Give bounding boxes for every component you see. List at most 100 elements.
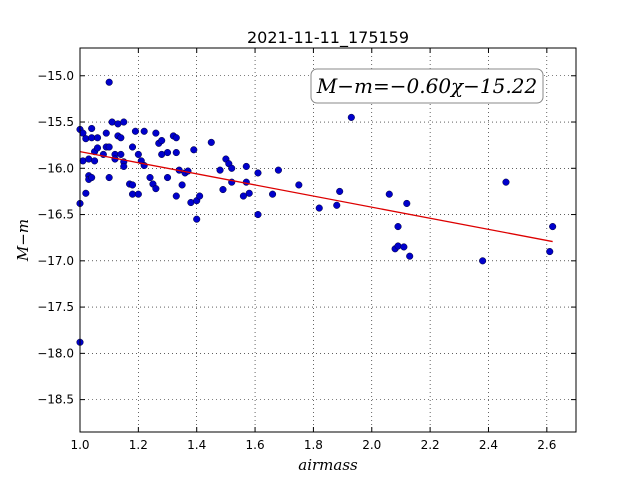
annotation-box — [310, 68, 544, 104]
data-point — [336, 187, 344, 195]
x-tick-label: 2.0 — [362, 438, 381, 452]
data-point — [207, 138, 215, 146]
data-point — [140, 127, 148, 135]
data-point — [254, 169, 262, 177]
data-point — [385, 190, 393, 198]
data-point — [152, 185, 160, 193]
x-tick-label: 2.6 — [537, 438, 556, 452]
y-tick-label: −17.5 — [37, 300, 74, 314]
data-point — [295, 181, 303, 189]
x-tick-label: 1.6 — [246, 438, 265, 452]
data-point — [187, 198, 195, 207]
data-point — [82, 189, 90, 197]
data-point — [134, 150, 142, 158]
y-axis-ticks: −15.0 −15.5 −16.0 −16.5 −17.0 −17.5 −18.0 −18.5 — [37, 69, 576, 407]
data-point — [163, 173, 172, 182]
data-point — [274, 166, 282, 174]
x-tick-label: 1.2 — [129, 438, 148, 452]
data-point — [102, 129, 110, 137]
plot-area — [80, 48, 576, 432]
y-tick-label: −18.0 — [37, 346, 74, 360]
data-point — [549, 223, 557, 231]
data-point — [85, 155, 93, 163]
data-point — [128, 181, 137, 189]
data-point — [190, 146, 198, 154]
data-point — [128, 143, 137, 151]
data-point — [152, 129, 160, 137]
data-point — [108, 118, 116, 126]
data-point — [184, 167, 192, 175]
data-point — [82, 135, 90, 143]
data-point — [105, 78, 113, 86]
data-point — [502, 178, 510, 186]
data-point — [117, 134, 125, 142]
data-points — [76, 78, 557, 346]
data-point — [196, 192, 204, 200]
data-point — [239, 192, 247, 200]
data-point — [146, 173, 154, 182]
data-point — [105, 143, 113, 151]
data-point — [178, 181, 186, 189]
data-point — [228, 164, 236, 172]
fit-equation: M−m=−0.60χ−15.22 — [316, 74, 537, 98]
x-axis-ticks: 1.0 1.2 1.4 1.6 1.8 2.0 2.2 2.4 2.6 — [70, 48, 556, 452]
y-tick-label: −16.5 — [37, 208, 74, 222]
data-point — [88, 124, 96, 133]
x-tick-label: 1.0 — [70, 438, 89, 452]
data-point — [546, 248, 554, 256]
data-point — [394, 223, 402, 231]
data-point — [158, 136, 166, 145]
data-point — [315, 204, 323, 212]
data-point — [242, 162, 250, 170]
data-point — [193, 215, 201, 223]
data-point — [91, 157, 99, 165]
y-tick-label: −15.5 — [37, 115, 74, 129]
data-point — [88, 173, 96, 182]
data-point — [406, 252, 414, 260]
data-point — [131, 127, 139, 135]
data-point — [105, 173, 113, 182]
data-point — [219, 186, 227, 194]
data-point — [120, 118, 128, 126]
data-point — [163, 149, 172, 157]
data-point — [172, 192, 180, 200]
data-point — [333, 201, 341, 209]
data-point — [117, 150, 125, 158]
data-point — [79, 157, 87, 165]
data-point — [479, 257, 487, 265]
y-tick-label: −18.5 — [37, 393, 74, 407]
y-axis-label: M−m — [14, 219, 32, 262]
fit-line — [79, 150, 553, 243]
data-point — [114, 120, 122, 128]
chart-title: 2021-11-11_175159 — [247, 28, 409, 48]
plot-frame — [79, 47, 577, 433]
data-point — [158, 150, 166, 158]
y-tick-label: −16.0 — [37, 161, 74, 175]
fit-annotation: M−m=−0.60χ−15.22 — [310, 68, 544, 104]
data-point — [172, 149, 180, 157]
data-point — [394, 242, 402, 250]
data-point — [93, 144, 102, 152]
data-point — [172, 134, 180, 142]
grid-lines — [79, 48, 576, 432]
data-point — [134, 190, 142, 198]
x-axis-label: airmass — [298, 456, 358, 474]
data-point — [93, 134, 102, 142]
x-tick-label: 2.4 — [479, 438, 498, 452]
data-point — [269, 190, 277, 198]
data-point — [245, 189, 253, 197]
data-point — [254, 211, 262, 219]
y-tick-label: −17.0 — [37, 254, 74, 268]
data-point — [400, 243, 408, 251]
data-point — [120, 162, 128, 170]
x-tick-label: 2.2 — [421, 438, 440, 452]
x-tick-label: 1.4 — [187, 438, 206, 452]
fit-line-group — [79, 150, 553, 243]
y-tick-label: −15.0 — [37, 69, 74, 83]
data-point — [347, 113, 355, 121]
data-point — [242, 178, 250, 186]
x-tick-label: 1.8 — [304, 438, 323, 452]
data-point — [216, 166, 224, 174]
data-point — [403, 199, 411, 208]
